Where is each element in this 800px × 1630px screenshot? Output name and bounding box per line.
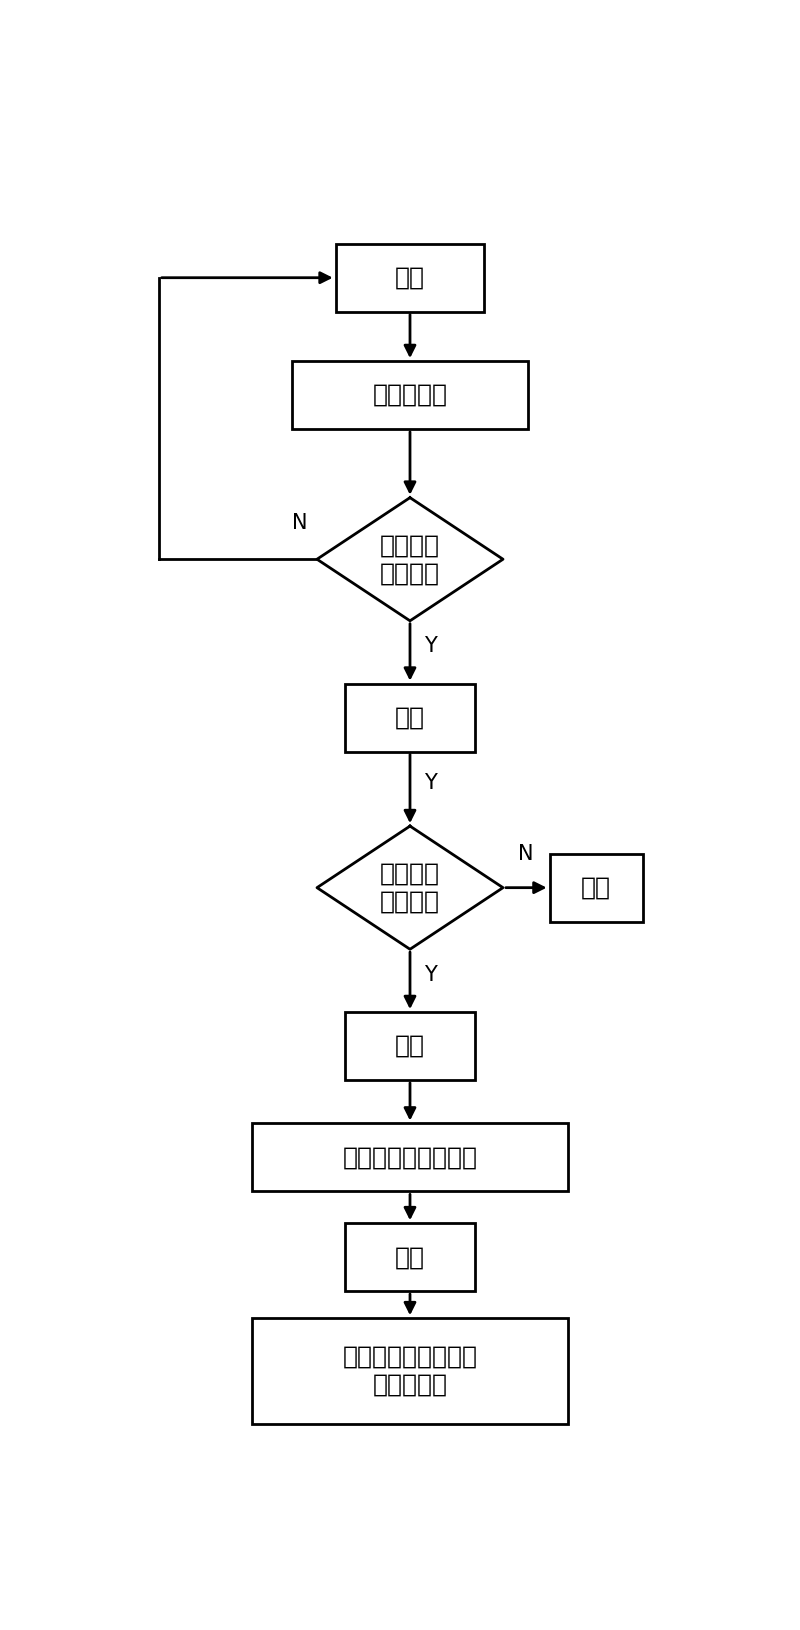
Text: 是否符合
电压判据: 是否符合 电压判据	[380, 533, 440, 585]
Text: 是否符合
辅助判据: 是否符合 辅助判据	[380, 862, 440, 913]
Text: 按预设策略投切电阵: 按预设策略投切电阵	[342, 1146, 478, 1169]
Bar	[550, 854, 642, 921]
Bar	[345, 1012, 475, 1081]
Bar	[336, 244, 485, 311]
Text: 告警: 告警	[581, 875, 611, 900]
Text: N: N	[292, 513, 308, 533]
Bar	[252, 1319, 568, 1423]
Text: Y: Y	[424, 773, 437, 792]
Bar	[292, 360, 528, 429]
Text: 产生零序电流幅值的
故障特征量: 产生零序电流幅值的 故障特征量	[342, 1345, 478, 1397]
Text: Y: Y	[424, 965, 437, 985]
Bar	[252, 1123, 568, 1192]
Text: 延时: 延时	[395, 1245, 425, 1270]
Text: N: N	[518, 844, 534, 864]
Text: 采样: 采样	[395, 266, 425, 290]
Text: 延时: 延时	[395, 1033, 425, 1058]
Bar	[345, 1222, 475, 1291]
Text: 提取特征量: 提取特征量	[373, 383, 447, 408]
Text: Y: Y	[424, 636, 437, 657]
Text: 延时: 延时	[395, 706, 425, 730]
Bar	[345, 683, 475, 751]
